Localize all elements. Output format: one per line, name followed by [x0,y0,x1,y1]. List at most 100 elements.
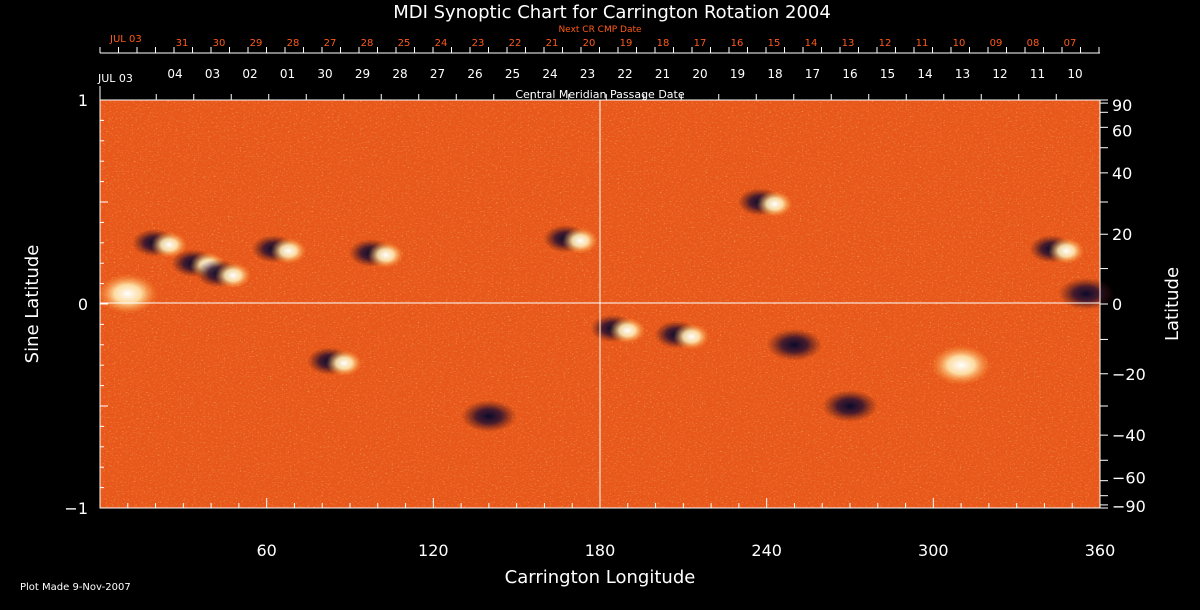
next-cr-date-label: 12 [879,38,892,49]
cmp-date-label: 30 [317,67,332,81]
cmp-date-label: 21 [655,67,670,81]
cmp-date-label: 10 [1067,67,1082,81]
cmp-date-label: 25 [505,67,520,81]
next-cr-date-label: 09 [990,38,1003,49]
next-cr-date-label: 10 [953,38,966,49]
next-cr-date-label: 21 [546,38,559,49]
active-region-positive [931,345,992,386]
cmp-date-label: 23 [580,67,595,81]
cmp-date-label: 26 [467,67,482,81]
active-region-positive [367,242,404,268]
x-axis: Carrington Longitude 60 120 180 240 300 360 [99,498,1116,588]
next-cr-date-label: 27 [324,38,337,49]
active-region-positive [609,317,646,344]
x-axis-label: Carrington Longitude [505,567,696,588]
active-region-positive [151,231,188,258]
next-cr-date-label: 15 [768,38,781,49]
next-cr-date-label: 18 [657,38,670,49]
active-region-positive [673,323,710,350]
next-cr-date-label: 23 [472,38,485,49]
next-cr-date-label: 25 [398,38,411,49]
cmp-date-label: 14 [917,67,932,81]
cmp-date-label: 22 [617,67,632,81]
next-cr-date-label: 24 [435,38,448,49]
y2-tick-label: 0 [1112,295,1122,314]
next-cr-date-label: 30 [213,38,226,49]
y2-tick-label: −20 [1112,365,1146,384]
plot-made-footnote: Plot Made 9-Nov-2007 [20,582,131,593]
active-region-positive [97,273,158,314]
active-regions [97,188,1115,433]
cmp-date-axis: JUL 03 Central Meridian Passage Date 04 0… [97,67,1083,101]
x-tick-label: 300 [918,541,949,560]
active-region-negative [766,328,823,361]
x-tick-label: 120 [418,541,449,560]
cmp-date-label: 11 [1030,67,1045,81]
cmp-date-label: 19 [730,67,745,81]
active-region-positive [562,227,599,254]
y2-tick-label: −90 [1112,497,1146,516]
next-cr-date-label: 16 [731,38,744,49]
cmp-start-label: JUL 03 [97,72,133,85]
cmp-date-label: 17 [805,67,820,81]
y2-tick-label: 60 [1112,121,1132,140]
cmp-date-label: 13 [955,67,970,81]
active-region-negative [822,390,878,422]
cmp-date-label: 01 [280,67,295,81]
y-axis: Sine Latitude −1 0 1 [22,91,108,518]
cmp-date-label: 03 [205,67,220,81]
next-cr-date-label: 22 [509,38,522,49]
y2-tick-label: 90 [1112,96,1132,115]
cmp-date-label: 27 [430,67,445,81]
y2-tick-label: −40 [1112,426,1146,445]
active-region-negative [460,400,517,433]
next-cr-date-label: 11 [916,38,929,49]
next-cr-date-label: 08 [1027,38,1040,49]
next-cr-date-label: 14 [805,38,818,49]
next-cr-date-label: 19 [620,38,633,49]
next-cr-date-label: 20 [583,38,596,49]
top-axis-caption: Central Meridian Passage Date [515,88,684,101]
x-tick-label: 180 [585,541,616,560]
cmp-date-label: 28 [392,67,407,81]
x-tick-label: 240 [751,541,782,560]
cmp-date-label: 04 [167,67,182,81]
next-cr-caption: Next CR CMP Date [558,25,642,35]
y-tick-label: 1 [78,91,88,110]
cmp-date-label: 29 [355,67,370,81]
next-cr-date-label: 17 [694,38,707,49]
next-cr-date-axis: Next CR CMP Date JUL 03 31 30 29 28 27 28 25 24… [99,25,1100,54]
cmp-date-label: 02 [242,67,257,81]
next-cr-date-label: 28 [287,38,300,49]
x-tick-label: 360 [1085,541,1116,560]
y2-axis: Latitude 90 60 40 20 0 −20 −40 −60 −90 [1099,96,1183,516]
y2-tick-label: −60 [1112,469,1146,488]
cmp-date-label: 18 [767,67,782,81]
y2-tick-label: 40 [1112,164,1132,183]
active-region-positive [270,237,307,264]
active-region-positive [215,262,251,289]
magnetogram-field [97,100,1115,508]
cmp-date-label: 20 [692,67,707,81]
y2-tick-label: 20 [1112,225,1132,244]
next-cr-date-label: 28 [361,38,374,49]
active-region-positive [756,191,793,217]
next-cr-date-label: 07 [1064,38,1077,49]
cmp-date-label: 24 [542,67,557,81]
cmp-date-label: 15 [880,67,895,81]
active-region-positive [1048,237,1085,264]
active-region-positive [326,350,363,377]
y-tick-label: 0 [78,295,88,314]
y2-axis-label: Latitude [1162,267,1183,341]
y-axis-label: Sine Latitude [22,245,43,364]
next-cr-date-label: 31 [176,38,189,49]
cmp-date-label: 16 [842,67,857,81]
next-cr-date-label: 13 [842,38,855,49]
x-tick-label: 60 [256,541,276,560]
next-cr-start-label: JUL 03 [109,34,142,45]
chart-title: MDI Synoptic Chart for Carrington Rotati… [393,2,831,23]
y-tick-label: −1 [64,499,88,518]
cmp-date-label: 12 [992,67,1007,81]
next-cr-date-label: 29 [250,38,263,49]
